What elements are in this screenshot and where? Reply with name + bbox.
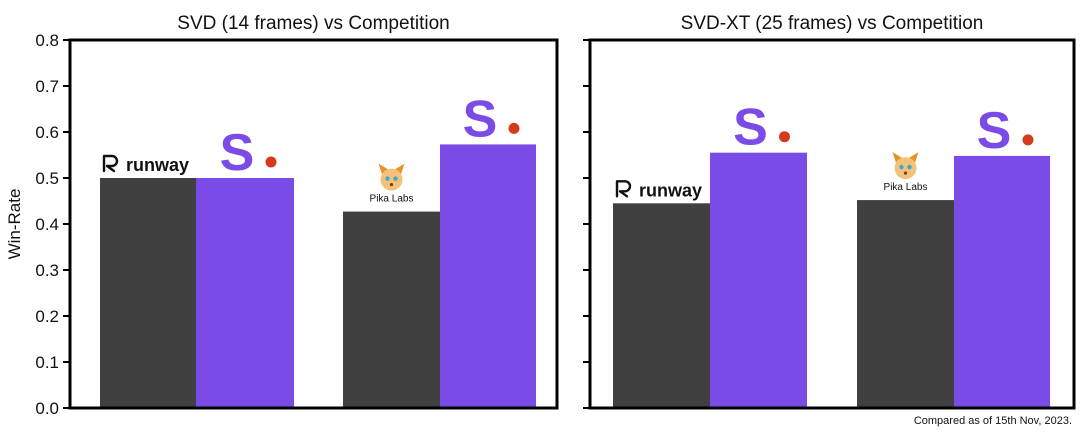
stability-logo-icon: S (220, 124, 277, 182)
pika-ear-right (908, 152, 919, 165)
chart-title-2: SVD-XT (25 frames) vs Competition (681, 13, 984, 34)
stability-dot (779, 131, 790, 143)
pika-face (894, 157, 917, 180)
stability-s-glyph: S (220, 124, 255, 182)
runway-label: runway (126, 155, 189, 175)
footnote: Compared as of 15th Nov, 2023. (913, 415, 1072, 427)
chart-title-1: SVD (14 frames) vs Competition (177, 13, 449, 34)
runway-icon (615, 180, 632, 198)
pika-label: Pika Labs (884, 182, 928, 193)
y-tick-label: 0.8 (35, 31, 59, 50)
bar-stability (954, 155, 1050, 408)
stability-s-glyph: S (977, 102, 1012, 160)
bar-stability (710, 152, 807, 408)
y-tick-label: 0.3 (35, 261, 59, 280)
stability-dot (508, 122, 520, 134)
y-tick-label: 0.5 (35, 169, 59, 188)
stability-logo-icon: S (463, 90, 520, 148)
pika-ear-left (892, 152, 903, 165)
runway-icon (102, 154, 119, 173)
pika-ear-right (394, 163, 405, 176)
pika-fox-icon: Pika Labs (370, 163, 414, 205)
y-tick-label: 0.6 (35, 123, 59, 142)
y-axis-label: Win-Rate (5, 189, 24, 260)
pika-eye-left (899, 164, 904, 170)
stability-logo-icon: S (977, 102, 1034, 160)
pika-face (380, 168, 403, 191)
stability-s-glyph: S (463, 90, 498, 148)
y-tick-label: 0.2 (35, 307, 59, 326)
pika-fox-icon: Pika Labs (884, 152, 928, 193)
pika-nose (389, 182, 394, 187)
y-tick-label: 0.7 (35, 77, 59, 96)
runway-logo-icon: runway (102, 154, 189, 175)
pika-eye-left (385, 176, 390, 181)
runway-label: runway (639, 180, 702, 200)
pika-nose (903, 171, 908, 175)
runway-logo-icon: runway (615, 180, 702, 200)
bar-competitor-runway (613, 203, 710, 408)
stability-logo-icon: S (733, 99, 790, 157)
pika-eye-right (393, 176, 398, 181)
bar-competitor-pika-labs (857, 200, 954, 408)
y-tick-label: 0.0 (35, 399, 59, 418)
pika-ear-left (378, 163, 389, 176)
stability-dot (1022, 134, 1034, 146)
bar-competitor-pika-labs (343, 211, 440, 408)
pika-label: Pika Labs (370, 194, 414, 205)
bar-stability (196, 178, 294, 408)
bar-stability (440, 144, 536, 409)
y-tick-label: 0.1 (35, 353, 59, 372)
stability-dot (265, 156, 277, 168)
stability-s-glyph: S (733, 99, 768, 157)
pika-eye-right (907, 164, 912, 170)
bar-competitor-runway (100, 178, 196, 408)
y-tick-label: 0.4 (35, 215, 59, 234)
